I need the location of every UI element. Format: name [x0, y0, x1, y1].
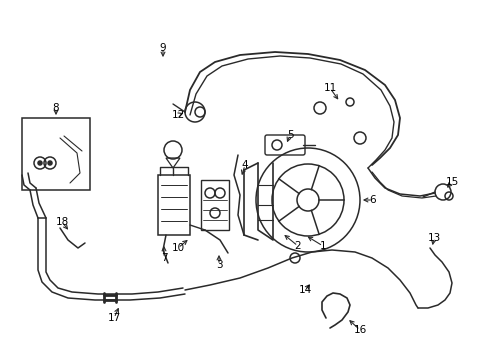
Text: 11: 11: [323, 83, 336, 93]
Text: 5: 5: [286, 130, 293, 140]
Bar: [158, 175, 190, 235]
Text: 6: 6: [369, 195, 376, 205]
Text: 17: 17: [107, 313, 121, 323]
Text: 12: 12: [171, 110, 184, 120]
Text: 14: 14: [298, 285, 311, 295]
Circle shape: [48, 161, 52, 165]
Bar: [22, 118, 90, 190]
Circle shape: [38, 161, 42, 165]
Bar: [201, 180, 228, 230]
Text: 15: 15: [445, 177, 458, 187]
Text: 10: 10: [171, 243, 184, 253]
Text: 8: 8: [53, 103, 59, 113]
Text: 9: 9: [160, 43, 166, 53]
Text: 1: 1: [319, 241, 325, 251]
Text: 13: 13: [427, 233, 440, 243]
Text: 2: 2: [294, 241, 301, 251]
Text: 18: 18: [55, 217, 68, 227]
Text: 3: 3: [215, 260, 222, 270]
Text: 7: 7: [161, 253, 167, 263]
Text: 16: 16: [353, 325, 366, 335]
Text: 4: 4: [241, 160, 248, 170]
